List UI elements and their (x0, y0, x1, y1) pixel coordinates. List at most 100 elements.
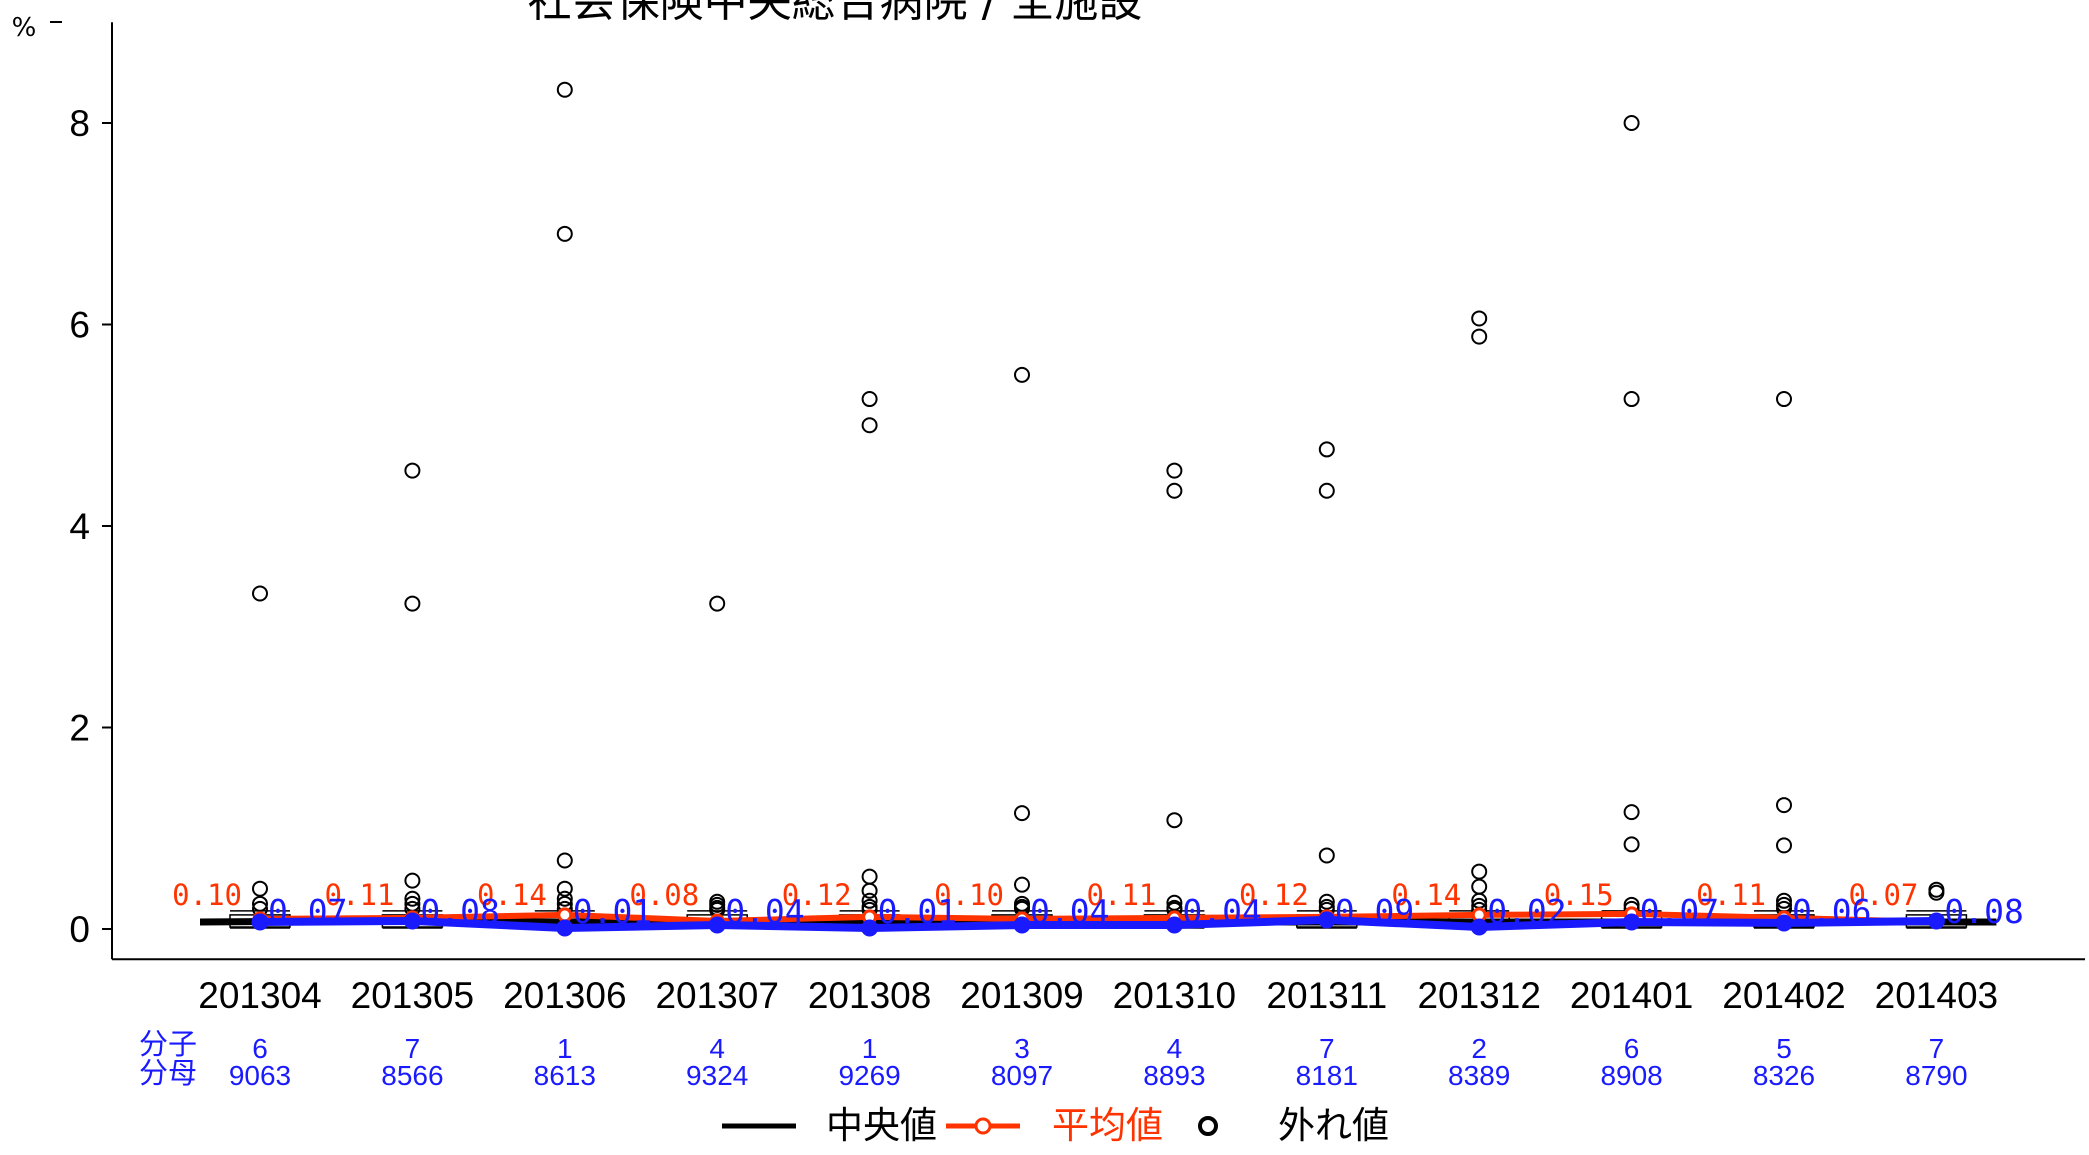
outlier-point (861, 391, 878, 408)
y-tick-label: 0 (69, 909, 90, 950)
outlier-point (252, 585, 268, 602)
facility-value-label: 0.04 (1182, 892, 1261, 931)
outlier-point (1014, 805, 1030, 822)
denominator-value: 8181 (1296, 1060, 1358, 1091)
legend-mean-label: 平均値 (1052, 1104, 1163, 1147)
x-tick-label: 201308 (808, 975, 931, 1016)
x-tick-label: 201307 (655, 975, 778, 1016)
numerator-value: 7 (1929, 1033, 1945, 1064)
outlier-point (1166, 812, 1183, 829)
outlier-point (1318, 482, 1335, 499)
mean-value-label: 0.11 (1087, 878, 1157, 912)
denominator-value: 9324 (686, 1060, 748, 1091)
x-tick-label: 201304 (198, 975, 321, 1016)
facility-value-label: 0.04 (1030, 892, 1109, 931)
outlier-point (556, 225, 573, 242)
x-tick-label: 201306 (503, 975, 626, 1016)
outlier-point (1928, 884, 1945, 901)
facility-value-label: 0.04 (725, 892, 804, 931)
facility-point (1623, 913, 1641, 931)
outlier-point (1166, 482, 1183, 499)
legend-outlier-marker (1198, 1116, 1218, 1136)
outlier-point (1623, 115, 1640, 131)
outlier-point (1166, 462, 1183, 479)
outlier-point (1623, 836, 1640, 853)
x-tick-label: 201403 (1875, 975, 1998, 1016)
mean-value-label: 0.08 (629, 878, 699, 912)
facility-value-label: 0.02 (1487, 892, 1566, 931)
outlier-point (1776, 837, 1792, 854)
outlier-point (1471, 878, 1488, 895)
facility-point (861, 919, 879, 937)
facility-point (1927, 912, 1945, 930)
outlier-points (252, 81, 1945, 918)
legend-median-label: 中央値 (826, 1104, 937, 1147)
outlier-point (1776, 892, 1792, 909)
denominator-row-label: 分母 (139, 1056, 197, 1090)
outlier-point (1318, 441, 1335, 458)
numerator-value: 7 (1319, 1033, 1335, 1064)
facility-value-label: 0.07 (1640, 892, 1719, 931)
outlier-point (556, 880, 573, 897)
numerator-value: 1 (557, 1033, 573, 1064)
outlier-point (1776, 797, 1792, 814)
mean-value-label: 0.14 (477, 878, 547, 912)
numerator-value: 5 (1776, 1033, 1792, 1064)
mean-value-label: 0.12 (1239, 878, 1309, 912)
mean-point (557, 907, 573, 923)
outlier-point (556, 890, 573, 907)
denominator-value: 8908 (1600, 1060, 1662, 1091)
facility-point (708, 916, 726, 934)
denominator-value: 8097 (991, 1060, 1053, 1091)
outlier-point (404, 595, 421, 612)
legend: 中央値 平均値 外れ値 (722, 1104, 1389, 1147)
outlier-point (252, 895, 268, 912)
denominator-value: 8893 (1143, 1060, 1205, 1091)
x-tick-label: 201309 (960, 975, 1083, 1016)
outlier-point (1014, 876, 1030, 893)
denominator-value: 8790 (1905, 1060, 1967, 1091)
x-tick-label: 201401 (1570, 975, 1693, 1016)
facility-point (1013, 916, 1031, 934)
series-lines (199, 906, 1997, 937)
y-tick-label: 6 (69, 305, 90, 346)
facility-line (259, 915, 1937, 932)
numerator-value: 4 (1167, 1033, 1183, 1064)
outlier-point (404, 462, 421, 479)
facility-point (251, 913, 269, 931)
numerator-value: 3 (1014, 1033, 1030, 1064)
y-tick-label: 2 (69, 708, 90, 749)
outlier-point (861, 417, 878, 434)
mean-value-label: 0.12 (782, 878, 852, 912)
numerator-value: 6 (252, 1033, 268, 1064)
denominator-value: 8566 (381, 1060, 443, 1091)
outlier-point (404, 890, 421, 907)
y-axis-unit: % (12, 13, 37, 43)
outlier-point (252, 880, 268, 897)
facility-value-label: 0.09 (1335, 892, 1414, 931)
x-tick-label: 201402 (1722, 975, 1845, 1016)
outlier-point (1471, 310, 1488, 327)
outlier-point (1471, 863, 1488, 880)
mean-value-label: 0.07 (1849, 878, 1919, 912)
outlier-point (1318, 847, 1335, 864)
facility-point (556, 919, 574, 937)
mean-value-label: 0.15 (1544, 878, 1614, 912)
denominator-value: 9269 (838, 1060, 900, 1091)
denominator-value: 8326 (1753, 1060, 1815, 1091)
facility-point (1318, 911, 1336, 929)
facility-point (1775, 914, 1793, 932)
x-tick-label: 201311 (1266, 975, 1387, 1016)
facility-point (403, 912, 421, 930)
y-tick-label: 8 (69, 103, 90, 144)
facility-point (1470, 918, 1488, 936)
facility-value-label: 0.01 (878, 892, 957, 931)
numerator-row-label: 分子 (139, 1027, 197, 1061)
x-tick-label: 201305 (351, 975, 474, 1016)
facility-value-label: 0.07 (268, 892, 347, 931)
denominator-value: 8613 (534, 1060, 596, 1091)
outlier-point (1623, 391, 1640, 408)
numerator-value: 4 (709, 1033, 725, 1064)
mean-value-label: 0.14 (1391, 878, 1461, 912)
